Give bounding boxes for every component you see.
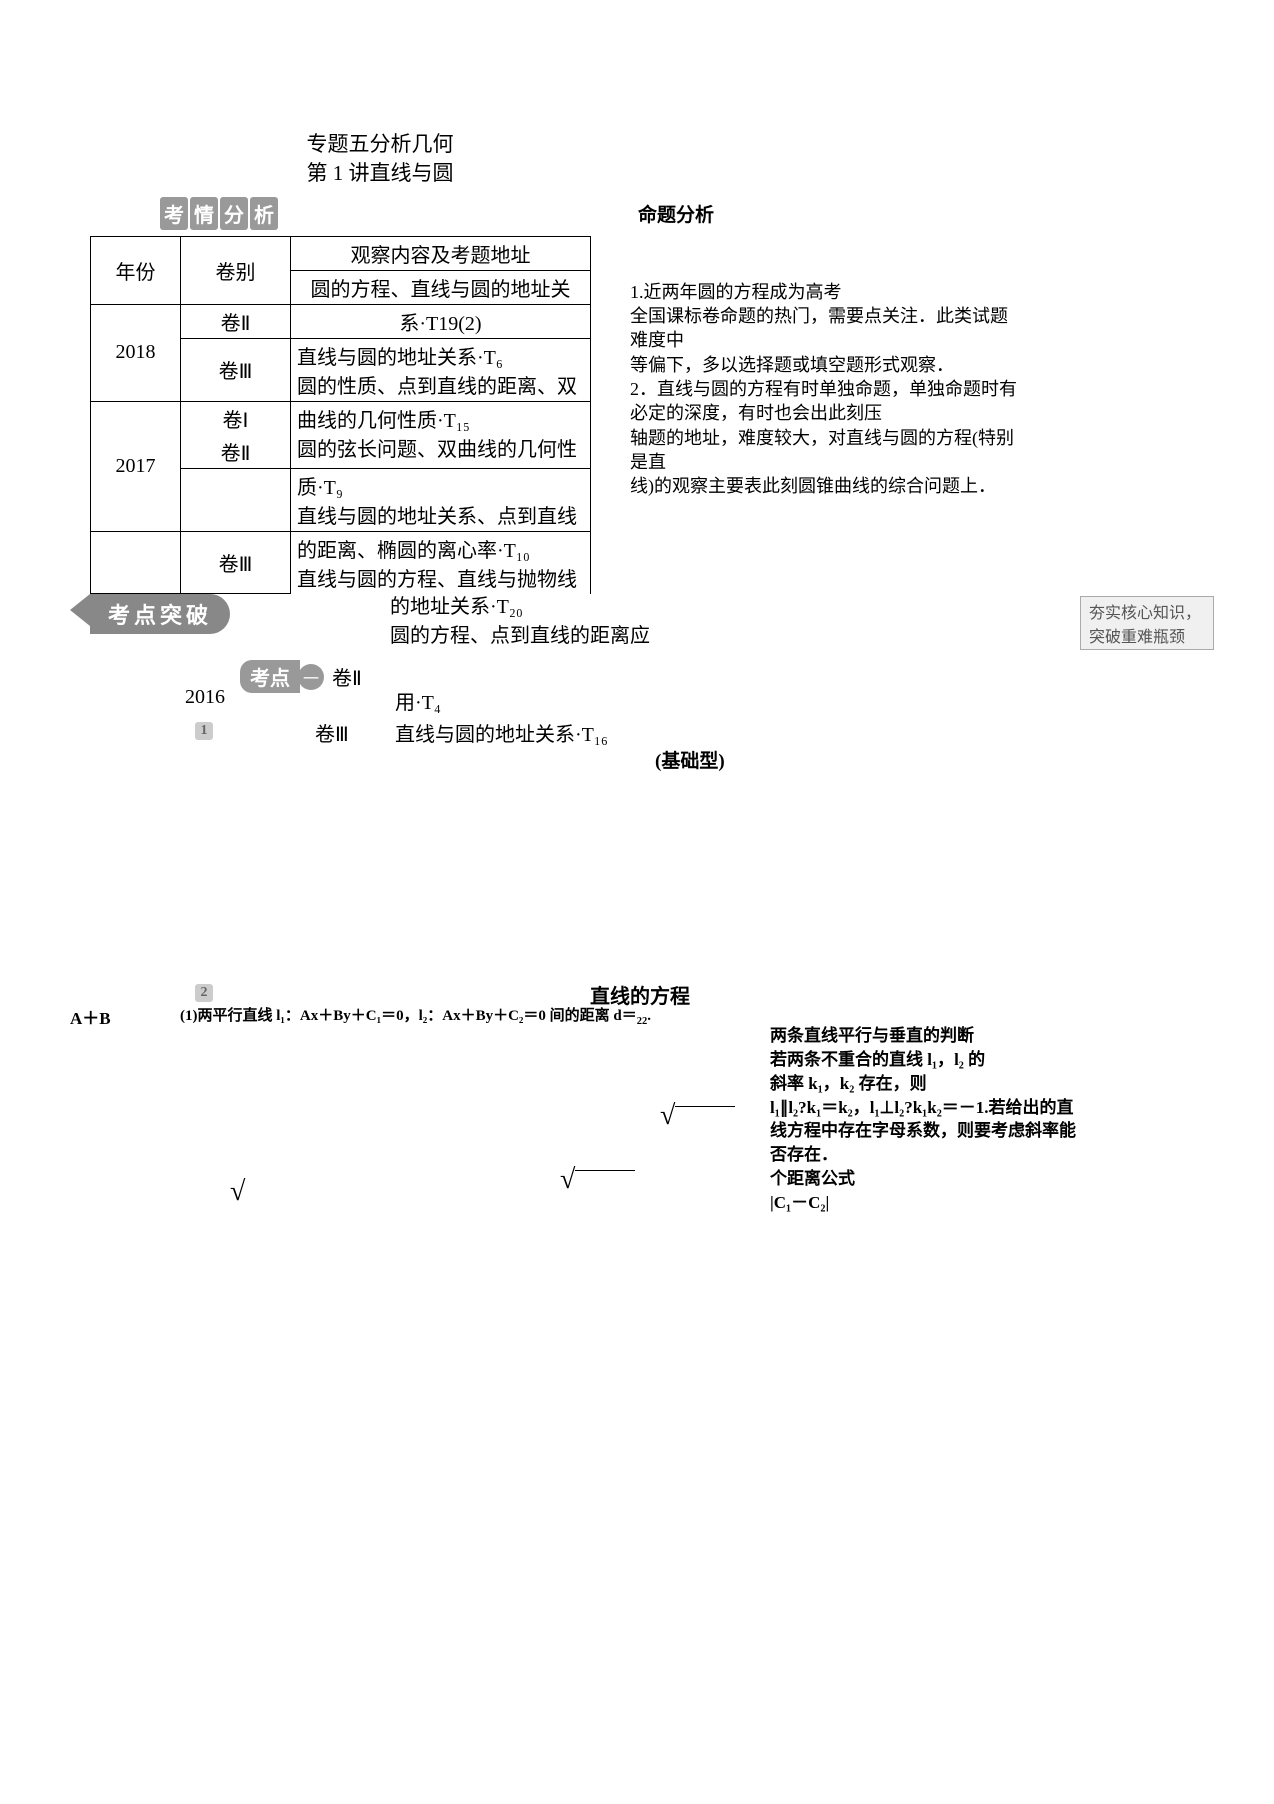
title-block: 专题五分析几何 第 1 讲直线与圆: [180, 130, 580, 189]
formula-text: (1)两平行直线 l₁：Ax＋By＋C₁＝0，l₂：Ax＋By＋C₂＝0 间的距…: [180, 1008, 637, 1024]
sqrt-symbol: √: [230, 1176, 245, 1208]
th-content: 观察内容及考题地址: [291, 236, 591, 270]
cell-content: 用·T₄: [395, 686, 695, 715]
cell-juan: 卷Ⅱ: [332, 662, 362, 691]
list-number-1: 1: [195, 722, 213, 740]
command-analysis-title: 命题分析: [638, 200, 714, 227]
cell-content: 直线与圆的地址关系·T₁₆: [395, 718, 695, 747]
cell-content: 圆的方程、直线与圆的地址关: [291, 270, 591, 304]
analysis-table-wrap: 年份 卷别 观察内容及考题地址 圆的方程、直线与圆的地址关 2018 卷Ⅱ 系·…: [90, 236, 1214, 815]
bottom-section: 2 直线的方程 两条直线平行与垂直的判断 若两条不重合的直线 l₁，l₂ 的 斜…: [60, 1004, 1214, 1027]
breakthrough-badge: 考点突破: [90, 594, 230, 634]
analysis-badge-row: 考 情 分 析 命题分析: [60, 197, 1214, 230]
cell-juan: 卷Ⅱ: [181, 304, 291, 338]
cell-content: 直线与圆的地址关系·T₆ 圆的性质、点到直线的距离、双: [291, 338, 591, 401]
cell-year: 2016: [185, 686, 225, 709]
kaodian-number: 一: [298, 664, 324, 690]
badge-char: 情: [190, 197, 218, 230]
cell-juan: 卷Ⅰ: [181, 401, 291, 435]
formula-sub: 22: [637, 1016, 648, 1027]
cell-content: 的距离、椭圆的离心率·T₁₀ 直线与圆的方程、直线与抛物线: [291, 531, 591, 594]
th-year: 年份: [91, 236, 181, 304]
sqrt-symbol: √: [560, 1164, 635, 1196]
cell-juan: 卷Ⅲ: [181, 531, 291, 594]
kaoqing-badge: 考 情 分 析: [160, 197, 278, 230]
cell-content: 曲线的几何性质·T₁₅ 圆的弦长问题、双曲线的几何性: [291, 401, 591, 468]
sqrt-symbol: √: [660, 1100, 735, 1132]
breakthrough-subtitle: 夯实核心知识，突破重难瓶颈: [1080, 596, 1214, 650]
analysis-table: 年份 卷别 观察内容及考题地址 圆的方程、直线与圆的地址关 2018 卷Ⅱ 系·…: [90, 236, 591, 595]
cell-year: 2017: [91, 401, 181, 531]
cell-juan: 卷Ⅱ: [181, 435, 291, 469]
badge-char: 考: [160, 197, 188, 230]
cell-juan: 卷Ⅲ: [181, 338, 291, 401]
ab-label: A＋B: [70, 1004, 111, 1029]
lecture-title: 第 1 讲直线与圆: [180, 159, 580, 188]
badge-char: 析: [250, 197, 278, 230]
cell-content: 质·T₉ 直线与圆的地址关系、点到直线: [291, 468, 591, 531]
topic-title: 专题五分析几何: [180, 130, 580, 159]
cell-content: 系·T19(2): [291, 304, 591, 338]
cell-year: 2018: [91, 304, 181, 401]
cell-juan: 卷Ⅲ: [315, 718, 349, 747]
list-number-2: 2: [195, 984, 213, 1002]
th-juan: 卷别: [181, 236, 291, 304]
kaodian-badge: 考点: [240, 660, 300, 693]
side-analysis-text: 1.近两年圆的方程成为高考 全国课标卷命题的热门，需要点关注．此类试题难度中 等…: [630, 280, 1020, 499]
overflow-content: 的地址关系·T₂₀ 圆的方程、点到直线的距离应: [390, 590, 690, 648]
badge-char: 分: [220, 197, 248, 230]
right-notes: 两条直线平行与垂直的判断 若两条不重合的直线 l₁，l₂ 的 斜率 k₁，k₂ …: [770, 1024, 1080, 1214]
